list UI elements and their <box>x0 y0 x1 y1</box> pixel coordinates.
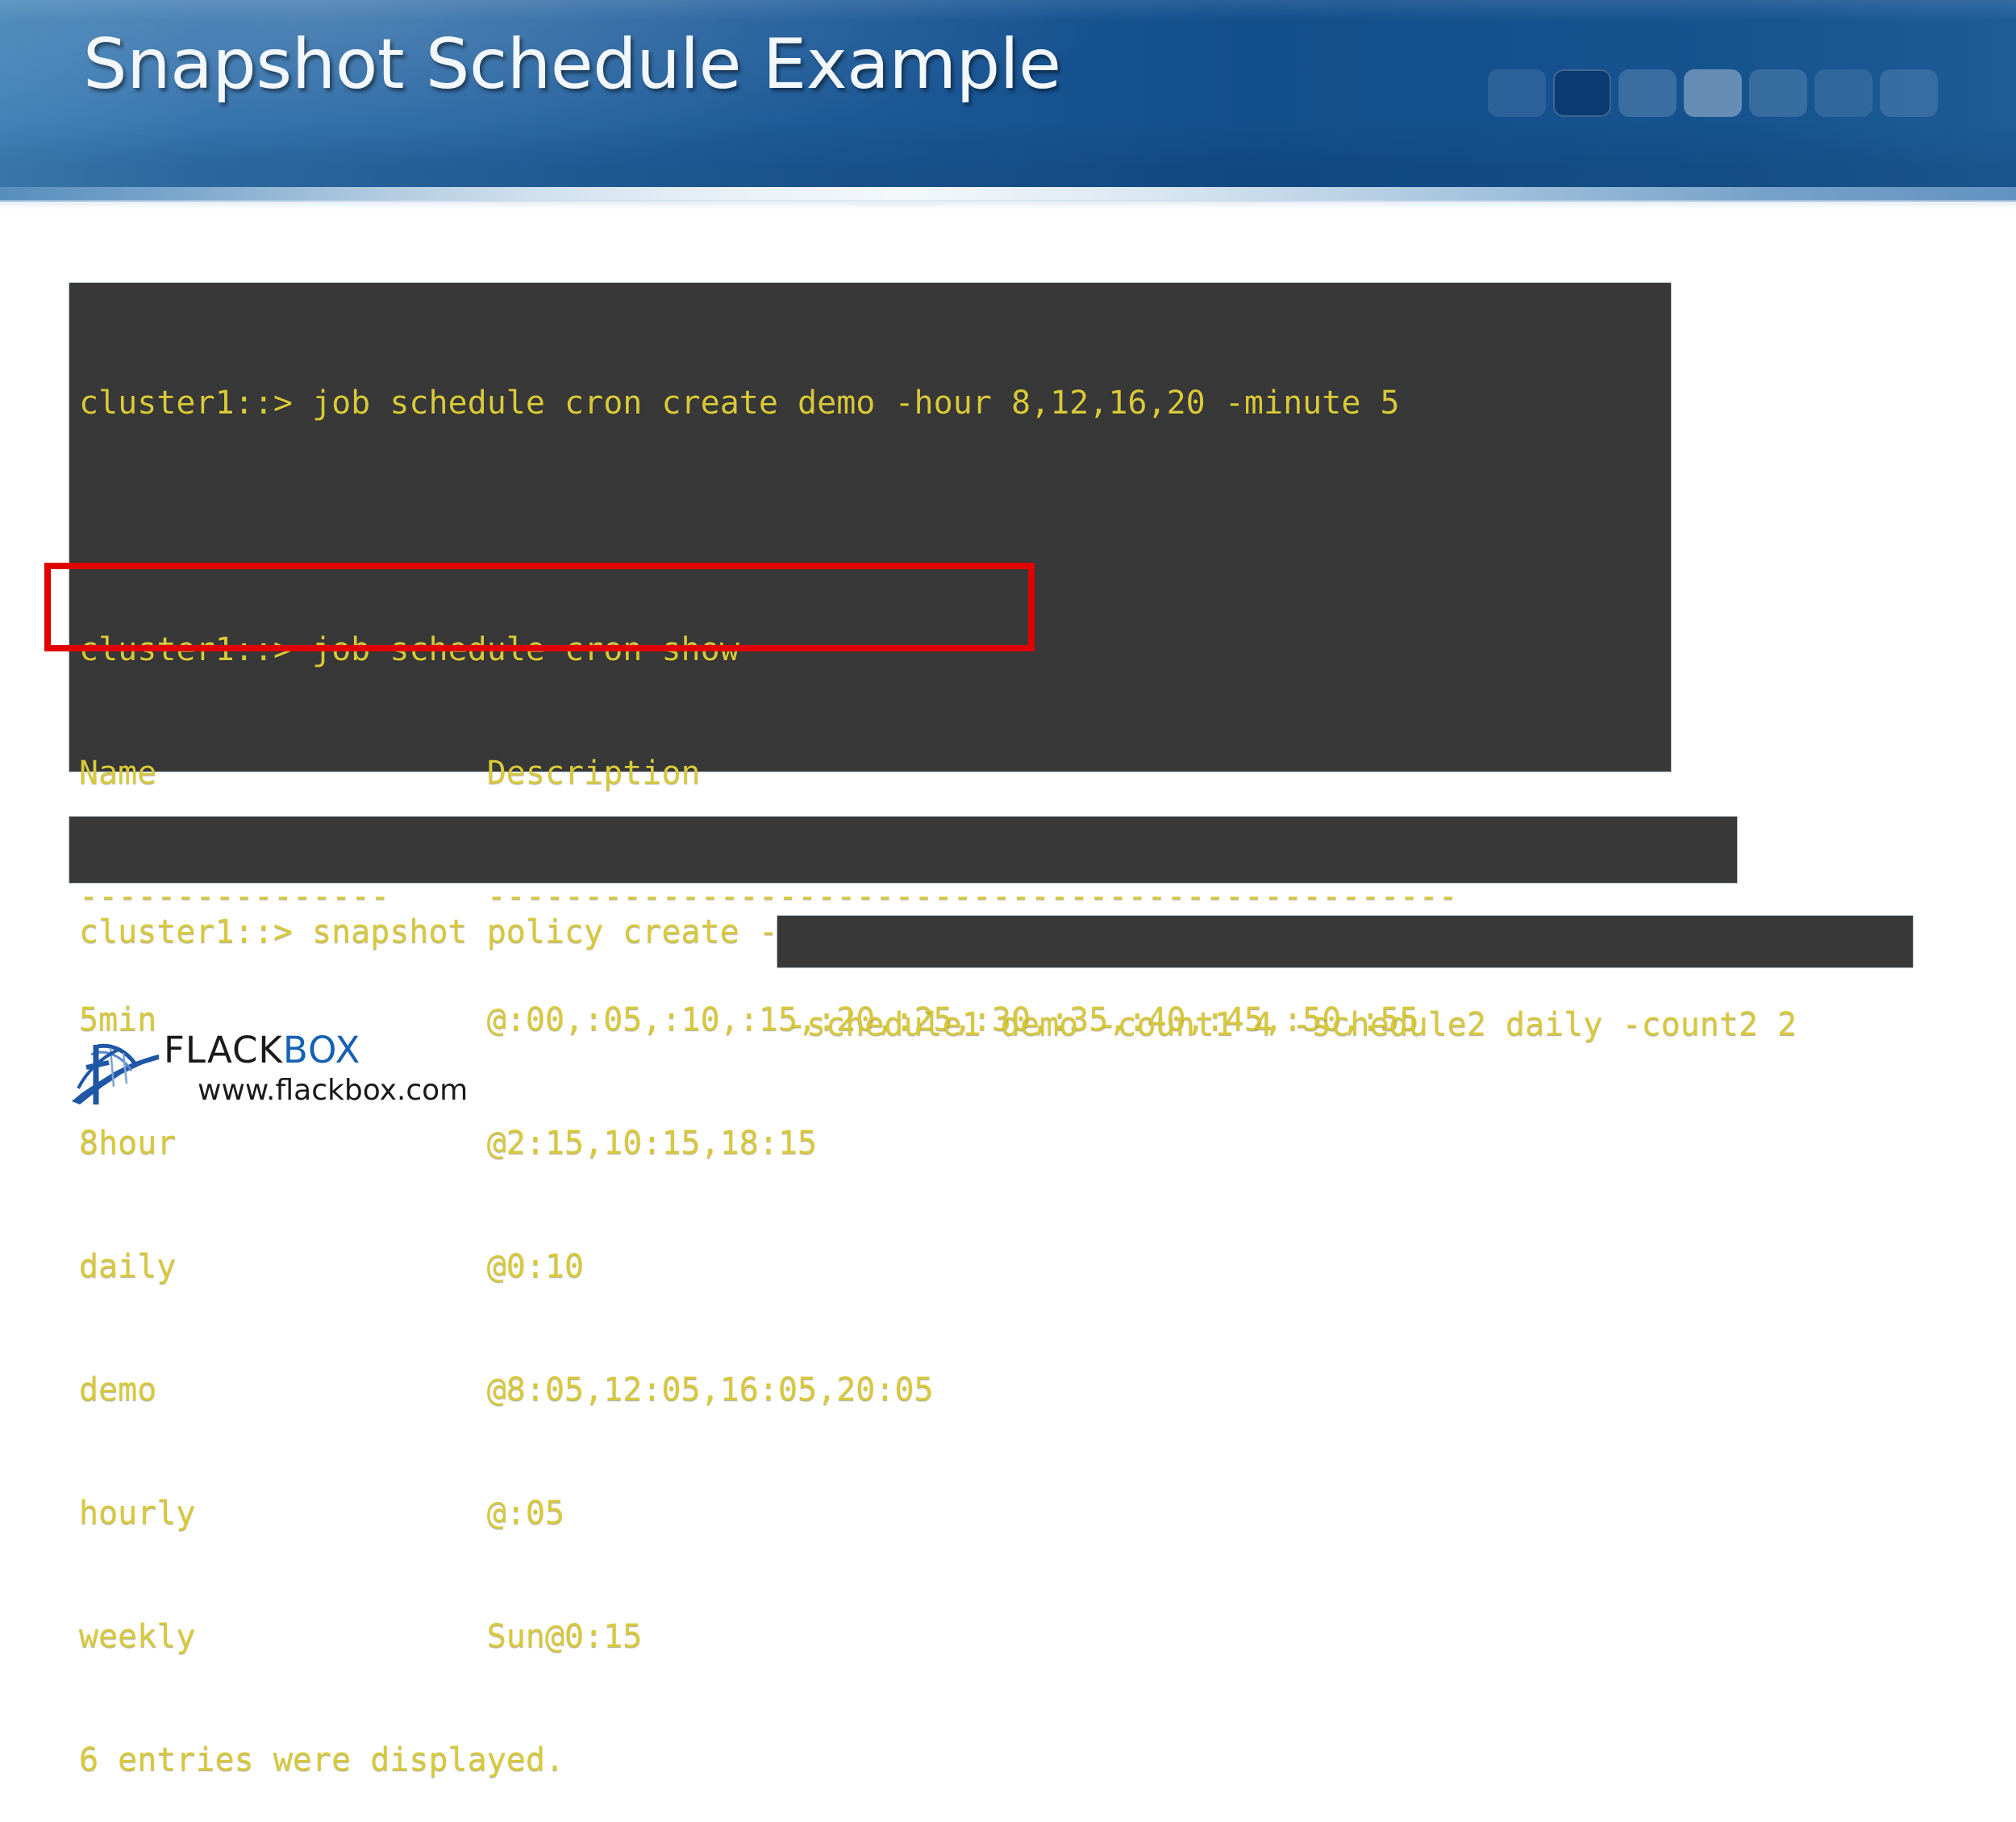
flackbox-logo: FLACKBOX www.flackbox.com <box>69 1025 468 1114</box>
header-bottom-fade <box>0 200 2016 210</box>
header-square-5 <box>1749 69 1807 117</box>
table-row: 8hour @2:15,10:15,18:15 <box>79 1125 818 1162</box>
logo-url-text: www.flackbox.com <box>198 1074 469 1107</box>
header-square-1 <box>1488 69 1546 117</box>
flackbox-wordmark: FLACKBOX <box>164 1030 360 1071</box>
header-decoration-squares <box>1488 69 1938 117</box>
terminal-output-cron-schedules: cluster1::> job schedule cron create dem… <box>69 282 1672 1778</box>
terminal-output-schedule-params: -schedule1 demo -count1 4 -schedule2 dai… <box>777 915 1914 1043</box>
header-square-4 <box>1684 69 1742 117</box>
header-square-6 <box>1814 69 1872 117</box>
terminal-line-cron-create: cluster1::> job schedule cron create dem… <box>79 385 1400 422</box>
table-row: 5min @:00,:05,:10,:15,:20,:25,:30,:35,:4… <box>79 1001 1419 1038</box>
header-square-2 <box>1553 69 1611 117</box>
terminal-table-separator: ---------------- -----------------------… <box>79 878 1458 915</box>
header-bottom-strip <box>0 187 2016 202</box>
page-title: Snapshot Schedule Example <box>83 24 1061 105</box>
table-row: daily @0:10 <box>79 1248 585 1285</box>
slide-header-banner: Snapshot Schedule Example <box>0 0 2016 187</box>
logo-text-box: BOX <box>282 1029 361 1071</box>
terminal-table-header: Name Description <box>79 755 701 792</box>
logo-text-flack: FLACK <box>164 1029 283 1071</box>
flackbox-bridge-icon <box>72 1043 159 1104</box>
terminal-blank-line <box>79 506 1671 547</box>
header-square-3 <box>1618 69 1677 117</box>
terminal-line-cron-show: cluster1::> job schedule cron show <box>79 631 739 668</box>
terminal-line-entries-count: 6 entries were displayed. <box>79 1741 565 1778</box>
table-row: weekly Sun@0:15 <box>79 1618 643 1655</box>
table-row: hourly @:05 <box>79 1495 565 1532</box>
table-row: demo @8:05,12:05,16:05,20:05 <box>79 1371 934 1408</box>
header-square-7 <box>1880 69 1938 117</box>
terminal-line-schedule-params: -schedule1 demo -count1 4 -schedule2 dai… <box>787 1006 1797 1043</box>
terminal-output-snapshot-policy-create: cluster1::> snapshot policy create -vser… <box>69 816 1738 951</box>
